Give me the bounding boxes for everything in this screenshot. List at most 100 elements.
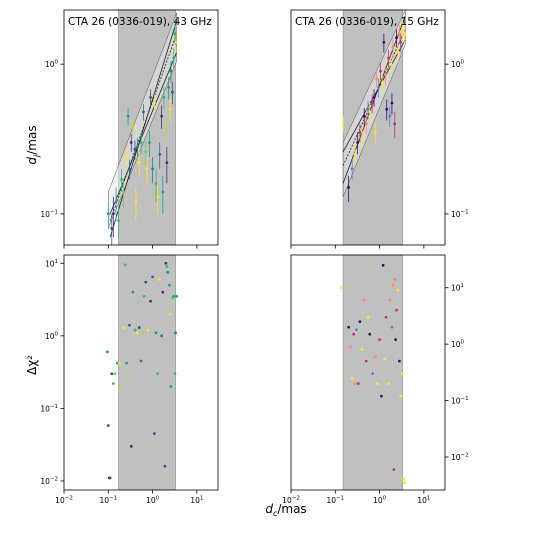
data-point xyxy=(165,161,169,165)
data-point xyxy=(366,315,370,319)
data-point xyxy=(156,372,160,376)
data-point xyxy=(145,167,149,171)
fit-line xyxy=(109,33,178,221)
data-point xyxy=(349,345,352,349)
data-point xyxy=(137,161,141,165)
data-point xyxy=(403,481,407,485)
data-point xyxy=(151,275,154,279)
data-point xyxy=(173,32,177,36)
data-point xyxy=(168,312,172,316)
data-point xyxy=(110,372,114,376)
data-point xyxy=(353,382,357,385)
data-point xyxy=(172,294,176,298)
data-point xyxy=(113,372,117,376)
data-point xyxy=(395,308,398,312)
data-point xyxy=(355,328,358,332)
data-point xyxy=(110,227,114,230)
data-point xyxy=(360,136,364,140)
data-point xyxy=(108,476,112,480)
data-point xyxy=(399,40,403,44)
data-point xyxy=(397,359,401,363)
data-point xyxy=(125,361,129,365)
data-point xyxy=(126,378,130,381)
data-point xyxy=(380,81,384,85)
data-point xyxy=(160,114,164,118)
data-point xyxy=(126,114,130,118)
data-point xyxy=(146,328,150,332)
data-point xyxy=(149,95,152,99)
data-point xyxy=(124,155,128,159)
y-tick-label: 100 xyxy=(45,331,59,341)
y-tick-label: 100 xyxy=(451,60,465,70)
data-point xyxy=(393,122,397,126)
data-point xyxy=(156,195,160,199)
data-point xyxy=(390,325,394,329)
data-point xyxy=(175,294,179,298)
fit-line xyxy=(109,20,178,238)
data-point xyxy=(106,212,110,216)
data-point xyxy=(129,444,133,448)
data-point xyxy=(141,331,145,335)
data-point xyxy=(347,325,351,329)
x-tick-label: 101 xyxy=(190,496,203,506)
xlabel: dc/mas xyxy=(265,502,306,518)
data-point xyxy=(118,361,121,365)
data-point xyxy=(139,359,143,363)
data-point xyxy=(123,263,127,267)
data-point xyxy=(387,382,391,385)
data-point xyxy=(375,77,378,81)
data-point xyxy=(174,40,178,44)
data-point xyxy=(117,219,120,223)
data-point xyxy=(114,200,118,204)
data-point xyxy=(153,432,156,435)
data-point xyxy=(356,382,360,385)
data-point xyxy=(144,280,148,284)
data-point xyxy=(350,376,354,380)
y-tick-label: 10−1 xyxy=(451,209,469,219)
data-point xyxy=(370,101,374,105)
data-point xyxy=(173,372,177,376)
data-point xyxy=(137,326,141,329)
data-point xyxy=(393,278,397,281)
y-tick-label: 100 xyxy=(45,60,59,70)
data-point xyxy=(158,152,162,156)
data-point xyxy=(397,32,401,36)
data-point xyxy=(154,181,158,185)
data-point xyxy=(358,131,362,134)
data-point xyxy=(391,45,395,49)
data-point xyxy=(394,338,397,342)
panel-title: CTA 26 (0336-019), 43 GHz xyxy=(68,16,212,28)
y-tick-label: 10−1 xyxy=(40,209,58,219)
data-point xyxy=(396,50,400,54)
data-point xyxy=(387,56,391,60)
data-point xyxy=(170,90,174,94)
data-point xyxy=(360,348,364,352)
data-point xyxy=(396,288,400,292)
data-point xyxy=(390,101,394,105)
data-point xyxy=(372,95,376,99)
data-point xyxy=(395,36,398,40)
data-point xyxy=(172,56,176,60)
data-point xyxy=(133,147,137,151)
data-point xyxy=(164,125,168,129)
data-point xyxy=(161,190,165,194)
data-point xyxy=(122,326,125,329)
data-point xyxy=(364,122,368,126)
data-point xyxy=(383,357,387,361)
x-tick-label: 10−2 xyxy=(282,496,300,506)
data-point xyxy=(142,294,146,298)
data-point xyxy=(362,114,366,118)
data-point xyxy=(168,283,171,287)
x-tick-label: 10−1 xyxy=(326,496,344,506)
data-point xyxy=(162,95,166,99)
data-point xyxy=(160,334,164,338)
data-point xyxy=(135,331,139,335)
data-point xyxy=(350,167,354,171)
y-tick-label: 10−1 xyxy=(40,404,58,414)
ylabel-top: dj/mas xyxy=(25,125,41,164)
y-tick-label: 10−2 xyxy=(40,476,58,486)
y-tick-label: 101 xyxy=(451,283,464,293)
data-point xyxy=(364,359,368,363)
data-point xyxy=(148,141,151,144)
